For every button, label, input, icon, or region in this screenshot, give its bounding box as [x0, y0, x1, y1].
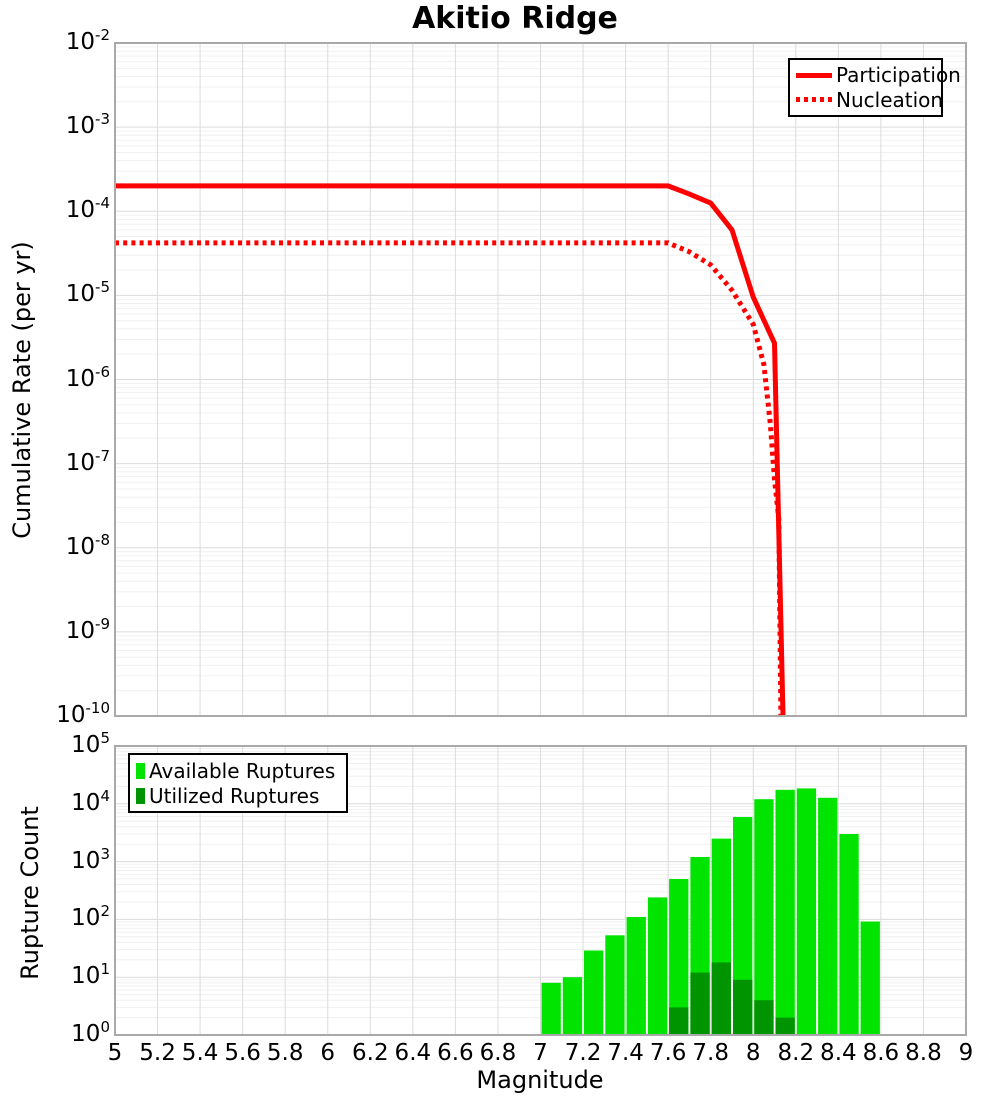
bottom-y-tick-label: 105: [71, 729, 110, 758]
available-bar: [839, 834, 859, 1035]
bottom-y-axis-label: Rupture Count: [16, 806, 44, 980]
x-tick-label: 8.2: [777, 1040, 815, 1066]
top-y-tick-label: 10-4: [65, 194, 110, 224]
x-tick-label: 7.6: [649, 1040, 687, 1066]
utilized-ruptures-swatch: [136, 787, 145, 804]
available-bar: [754, 799, 774, 1035]
utilized-bar: [711, 962, 731, 1035]
top-y-tick-label: 10-10: [56, 699, 110, 728]
x-tick-label: 6.4: [394, 1040, 432, 1066]
utilized-bar: [669, 1007, 689, 1035]
legend-label-nucleation: Nucleation: [836, 87, 944, 112]
x-tick-label: 5.2: [139, 1040, 176, 1066]
x-tick-label: 5.6: [224, 1040, 261, 1066]
x-axis-label: Magnitude: [476, 1066, 604, 1094]
x-tick-label: 8.8: [905, 1040, 942, 1066]
x-tick-label: 5: [107, 1040, 123, 1066]
legend-label-available: Available Ruptures: [149, 758, 336, 783]
legend-row-available: Available Ruptures: [136, 759, 340, 783]
x-tick-label: 9: [958, 1040, 974, 1066]
bottom-y-tick-label: 101: [71, 960, 110, 990]
bottom-y-tick-label: 100: [71, 1018, 110, 1047]
top-y-tick-label: 10-6: [65, 362, 110, 392]
x-tick-label: 6.8: [479, 1040, 517, 1066]
x-tick-label: 7.4: [607, 1040, 644, 1066]
legend-row-nucleation: Nucleation: [796, 88, 943, 112]
x-tick-label: 5.8: [266, 1040, 304, 1066]
top-y-axis-label: Cumulative Rate (per yr): [8, 241, 36, 539]
utilized-bar: [733, 979, 753, 1035]
available-bar: [775, 789, 795, 1035]
bottom-legend: Available Ruptures Utilized Ruptures: [128, 753, 348, 813]
available-bar: [605, 935, 625, 1035]
x-tick-label: 8.6: [862, 1040, 900, 1066]
available-bar: [584, 950, 604, 1035]
x-tick-label: 7.2: [564, 1040, 602, 1066]
available-bar: [669, 879, 689, 1035]
bottom-y-tick-label: 102: [71, 902, 110, 932]
top-grid: [114, 42, 967, 717]
x-tick-label: 6: [320, 1040, 336, 1066]
nucleation-line-swatch: [796, 97, 832, 103]
utilized-bar: [690, 972, 710, 1035]
x-tick-label: 8: [745, 1040, 761, 1066]
top-y-tick-label: 10-8: [65, 530, 110, 560]
participation-line-swatch: [796, 72, 832, 78]
utilized-ruptures-bars: [669, 962, 795, 1035]
available-bar: [796, 788, 817, 1035]
available-bar: [562, 977, 583, 1035]
x-tick-label: 6.6: [437, 1040, 474, 1066]
bottom-plot-frame: [114, 745, 967, 1036]
top-y-tick-label: 10-3: [65, 110, 110, 140]
legend-row-utilized: Utilized Ruptures: [136, 784, 340, 808]
available-bar: [818, 797, 838, 1035]
available-ruptures-swatch: [136, 762, 145, 779]
available-bar: [541, 982, 561, 1035]
chart-title: Akitio Ridge: [412, 1, 618, 36]
bottom-y-tick-label: 103: [71, 844, 110, 874]
x-tick-label: 7: [533, 1040, 548, 1066]
x-tick-label: 7.8: [692, 1040, 729, 1066]
nucleation-line: [115, 240, 784, 717]
top-y-tick-label: 10-9: [65, 614, 110, 644]
top-y-tick-label: 10-2: [65, 26, 110, 55]
x-tick-label: 5.4: [181, 1040, 219, 1066]
legend-row-participation: Participation: [796, 63, 961, 87]
utilized-bar: [754, 1000, 774, 1035]
top-plot-frame: [114, 42, 967, 717]
legend-label-utilized: Utilized Ruptures: [149, 783, 320, 808]
x-tick-label: 6.2: [352, 1040, 389, 1066]
bottom-y-tick-label: 104: [71, 786, 110, 816]
available-bar: [647, 897, 668, 1035]
available-bar: [626, 917, 646, 1035]
utilized-bar: [775, 1017, 795, 1035]
top-y-tick-label: 10-7: [65, 446, 110, 476]
x-tick-label: 8.4: [820, 1040, 857, 1066]
legend-label-participation: Participation: [836, 63, 961, 88]
participation-line: [115, 183, 786, 717]
top-y-tick-label: 10-5: [65, 278, 110, 308]
top-legend: Participation Nucleation: [788, 58, 961, 117]
available-bar: [860, 921, 880, 1035]
